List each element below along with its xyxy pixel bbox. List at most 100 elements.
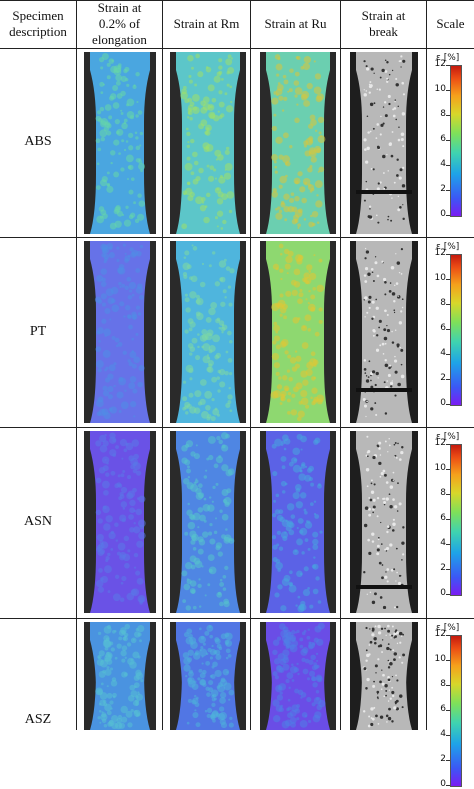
scale-tick-mark: [446, 329, 450, 330]
scale-title: ε [%]: [436, 623, 460, 633]
scale-tick-label: 4: [440, 159, 446, 169]
scale-tick-mark: [446, 519, 450, 520]
strain-map-image: [84, 431, 156, 613]
scale-tick-mark: [446, 165, 450, 166]
table-rule: [76, 0, 77, 730]
scale-tick-label: 12: [434, 629, 446, 639]
color-scale-bar: [450, 635, 462, 787]
scale-tick-label: 0: [440, 588, 446, 598]
table-rule: [340, 0, 341, 730]
scale-tick-label: 12: [434, 438, 446, 448]
scale-tick-mark: [446, 760, 450, 761]
scale-tick-label: 0: [440, 209, 446, 219]
scale-tick-label: 4: [440, 538, 446, 548]
header-scale: Scale: [436, 16, 465, 31]
results-table: Specimen description Strain at 0.2% of e…: [0, 0, 474, 730]
scale-tick-label: 8: [440, 488, 446, 498]
scale-title: ε [%]: [436, 53, 460, 63]
scale-tick-mark: [446, 635, 450, 636]
strain-map-image: [260, 431, 336, 613]
scale-tick-label: 6: [440, 134, 446, 144]
scale-tick-label: 8: [440, 298, 446, 308]
scale-title: ε [%]: [436, 432, 460, 442]
table-rule: [0, 237, 474, 238]
scale-tick-label: 2: [440, 373, 446, 383]
scale-tick-mark: [446, 594, 450, 595]
scale-tick-label: 2: [440, 184, 446, 194]
break-specimen-image: [350, 241, 418, 423]
strain-map-image: [260, 52, 336, 234]
scale-tick-label: 4: [440, 348, 446, 358]
row-label-asz: ASZ: [24, 712, 52, 727]
header-strain-ru: Strain at Ru: [264, 16, 327, 31]
strain-map-image: [170, 241, 246, 423]
scale-tick-mark: [446, 735, 450, 736]
scale-tick-label: 2: [440, 563, 446, 573]
scale-tick-label: 10: [434, 84, 446, 94]
scale-tick-mark: [446, 190, 450, 191]
scale-tick-mark: [446, 140, 450, 141]
scale-tick-label: 8: [440, 679, 446, 689]
break-specimen-image: [350, 431, 418, 613]
scale-tick-mark: [446, 685, 450, 686]
strain-scale: ε [%] 0 2 4 6 8 10 12: [428, 432, 474, 614]
row-label-asn: ASN: [23, 514, 52, 529]
scale-tick-label: 2: [440, 754, 446, 764]
table-rule: [0, 618, 474, 619]
scale-tick-label: 10: [434, 463, 446, 473]
scale-tick-label: 12: [434, 59, 446, 69]
strain-scale: ε [%] 0 2 4 6 8 10 12: [428, 53, 474, 235]
scale-tick-mark: [446, 569, 450, 570]
scale-title: ε [%]: [436, 242, 460, 252]
table-rule: [0, 48, 474, 49]
table-rule: [0, 0, 474, 1]
header-specimen-description: Specimen description: [9, 8, 67, 39]
scale-tick-mark: [446, 494, 450, 495]
scale-tick-label: 6: [440, 323, 446, 333]
break-specimen-image: [350, 622, 418, 730]
scale-tick-label: 10: [434, 273, 446, 283]
scale-tick-mark: [446, 279, 450, 280]
table-rule: [162, 0, 163, 730]
scale-tick-mark: [446, 90, 450, 91]
strain-map-image: [170, 52, 246, 234]
header-strain-break: Strain at break: [361, 8, 406, 39]
header-strain-0-2: Strain at 0.2% of elongation: [92, 0, 147, 47]
strain-scale: ε [%] 0 2 4 6 8 10 12: [428, 623, 474, 789]
strain-map-image: [84, 622, 156, 730]
scale-tick-mark: [446, 404, 450, 405]
scale-tick-mark: [446, 544, 450, 545]
scale-tick-mark: [446, 379, 450, 380]
strain-map-image: [170, 622, 246, 730]
strain-map-image: [84, 52, 156, 234]
strain-map-image: [260, 241, 336, 423]
row-label-abs: ABS: [24, 134, 52, 149]
scale-tick-mark: [446, 785, 450, 786]
strain-scale: ε [%] 0 2 4 6 8 10 12: [428, 242, 474, 424]
strain-map-image: [260, 622, 336, 730]
scale-tick-label: 12: [434, 248, 446, 258]
scale-tick-mark: [446, 710, 450, 711]
scale-tick-mark: [446, 469, 450, 470]
scale-tick-mark: [446, 215, 450, 216]
color-scale-bar: [450, 65, 462, 217]
break-specimen-image: [350, 52, 418, 234]
table-rule: [250, 0, 251, 730]
table-rule: [426, 0, 427, 730]
scale-tick-label: 8: [440, 109, 446, 119]
scale-tick-label: 0: [440, 779, 446, 789]
row-label-pt: PT: [29, 324, 47, 339]
scale-tick-label: 6: [440, 513, 446, 523]
scale-tick-mark: [446, 444, 450, 445]
scale-tick-mark: [446, 660, 450, 661]
scale-tick-label: 6: [440, 704, 446, 714]
scale-tick-label: 10: [434, 654, 446, 664]
scale-tick-mark: [446, 115, 450, 116]
color-scale-bar: [450, 444, 462, 596]
scale-tick-mark: [446, 304, 450, 305]
scale-tick-mark: [446, 354, 450, 355]
color-scale-bar: [450, 254, 462, 406]
strain-map-image: [170, 431, 246, 613]
scale-tick-mark: [446, 254, 450, 255]
scale-tick-mark: [446, 65, 450, 66]
